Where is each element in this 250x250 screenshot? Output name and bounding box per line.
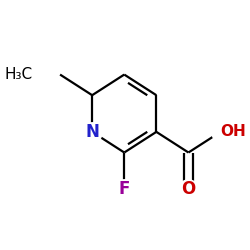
Text: OH: OH — [220, 124, 246, 140]
Text: O: O — [181, 180, 196, 198]
Text: H₃C: H₃C — [4, 67, 32, 82]
Text: N: N — [85, 123, 99, 141]
Text: F: F — [118, 180, 130, 198]
